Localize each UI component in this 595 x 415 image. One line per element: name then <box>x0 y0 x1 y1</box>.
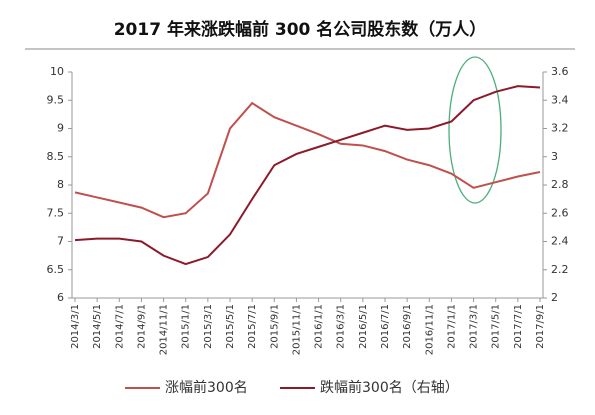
highlight-ellipse <box>448 56 502 204</box>
y2-tick-label: 2.8 <box>551 178 569 191</box>
legend-label: 涨幅前300名 <box>165 379 248 396</box>
y2-tick-label: 2.6 <box>551 206 569 219</box>
y-tick-label: 6.5 <box>47 263 65 276</box>
x-tick-label: 2017/5/1 <box>491 304 502 349</box>
y-tick-label: 9.5 <box>47 93 65 106</box>
x-tick-label: 2016/5/1 <box>358 304 369 349</box>
x-tick-label: 2014/3/1 <box>70 304 81 349</box>
x-tick-label: 2016/1/1 <box>314 304 325 349</box>
y-tick-label: 7 <box>57 235 64 248</box>
x-tick-label: 2014/9/1 <box>136 304 147 349</box>
x-tick-label: 2016/11/1 <box>424 304 435 355</box>
y2-tick-label: 3.4 <box>551 93 569 106</box>
x-tick-label: 2014/5/1 <box>92 304 103 349</box>
y-tick-label: 8 <box>57 178 64 191</box>
x-tick-label: 2014/11/1 <box>159 304 170 355</box>
y-tick-label: 8.5 <box>47 150 65 163</box>
x-tick-label: 2016/7/1 <box>380 304 391 349</box>
x-tick-label: 2014/7/1 <box>114 304 125 349</box>
y2-tick-label: 2.2 <box>551 263 569 276</box>
x-tick-label: 2015/5/1 <box>225 304 236 349</box>
y-tick-label: 6 <box>57 291 64 304</box>
chart-title: 2017 年来涨跌幅前 300 名公司股东数（万人） <box>114 19 487 40</box>
x-tick-label: 2017/9/1 <box>535 304 546 349</box>
x-tick-label: 2015/7/1 <box>247 304 258 349</box>
y2-tick-label: 3 <box>551 150 558 163</box>
y-tick-label: 9 <box>57 122 64 135</box>
x-tick-label: 2016/3/1 <box>336 304 347 349</box>
series-line <box>74 101 541 219</box>
x-tick-label: 2015/9/1 <box>269 304 280 349</box>
x-tick-label: 2015/11/1 <box>291 304 302 355</box>
x-tick-label: 2016/9/1 <box>402 304 413 349</box>
legend-label: 跌幅前300名（右轴） <box>320 379 459 396</box>
x-tick-label: 2017/3/1 <box>469 304 480 349</box>
y-tick-label: 10 <box>50 65 64 78</box>
x-tick-label: 2015/1/1 <box>181 304 192 349</box>
x-tick-label: 2017/7/1 <box>513 304 524 349</box>
series-line <box>74 85 541 266</box>
y2-tick-label: 2.4 <box>551 235 569 248</box>
y-tick-label: 7.5 <box>47 206 65 219</box>
x-tick-label: 2017/1/1 <box>446 304 457 349</box>
x-tick-label: 2015/3/1 <box>203 304 214 349</box>
y2-tick-label: 2 <box>551 291 558 304</box>
y2-tick-label: 3.2 <box>551 122 569 135</box>
y2-tick-label: 3.6 <box>551 65 569 78</box>
